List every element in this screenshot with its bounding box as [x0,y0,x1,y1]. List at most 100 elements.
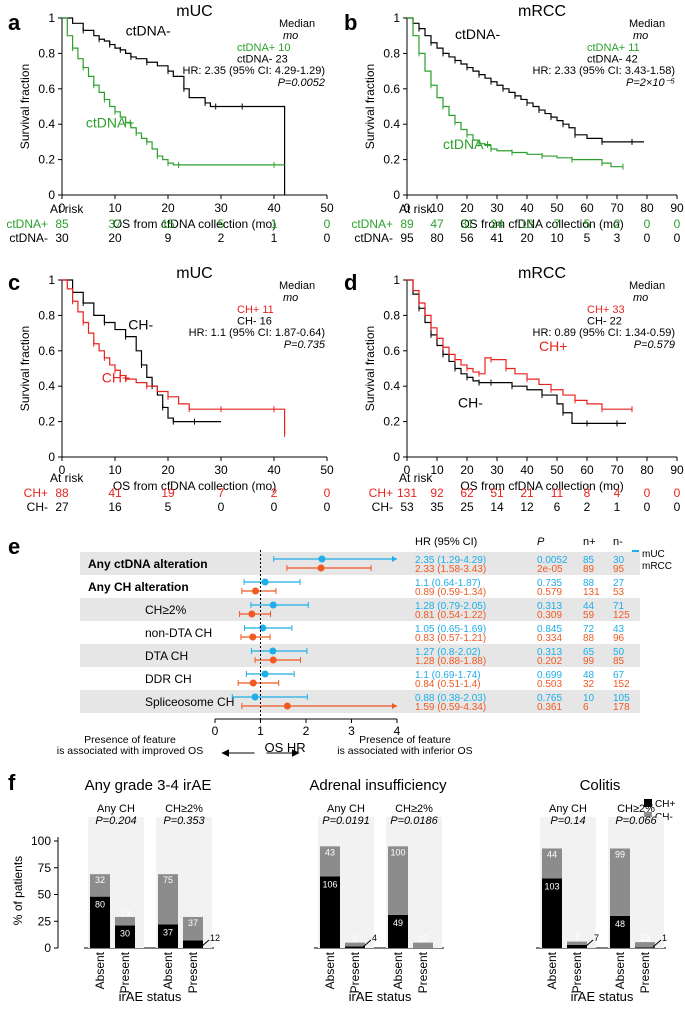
panel-letter-e: e [8,534,20,559]
at-risk-count: 5 [218,217,225,231]
x-tick-label: 80 [640,201,654,215]
hr-point [249,633,257,641]
category-label: Present [570,951,584,993]
at-risk-count: 53 [400,500,414,514]
forest-row-label: non-DTA CH [145,626,212,640]
at-risk-count: 85 [55,217,69,231]
note-right-2: is associated with inferior OS [337,745,472,757]
n-negative: 178 [613,702,630,713]
hr-ci-text: 0.83 (0.57-1.21) [415,633,486,644]
at-risk-count: 47 [430,217,444,231]
leader-line [362,939,372,948]
subgroup-p: P=0.0191 [322,815,369,827]
bar-segment-ch-positive [542,878,562,948]
ci-arrow [392,703,397,709]
at-risk-count: 0 [644,217,651,231]
n-positive: 6 [583,702,589,713]
hr-point [259,624,267,632]
bar-label-ch-negative: 37 [188,918,198,928]
legend-label: CH+ [655,799,675,810]
median-value: ctDNA- 42 [587,54,638,66]
at-risk-count: 9 [165,231,172,245]
at-risk-count: 5 [584,217,591,231]
at-risk-count: 3 [614,231,621,245]
bar-label-ch-positive: 4 [372,933,377,943]
forest-header-p: P [537,536,545,548]
hr-ci-text: 1.05 (0.65-1.69) [415,624,486,635]
n-negative: 85 [613,656,625,667]
x-tick-label: 20 [161,463,175,477]
hr-point [269,647,277,655]
subgroup-name: Any CH [549,803,587,815]
bar-segment-ch-negative [635,942,655,948]
at-risk-count: 2 [218,231,225,245]
p-value: P=0.735 [284,339,326,351]
hr-ci-text: 0.81 (0.54-1.22) [415,610,486,621]
x-tick-label: 10 [108,201,122,215]
chart-title: mUC [176,265,212,282]
at-risk-count: 27 [55,500,69,514]
series-label: CH+ [102,370,130,386]
at-risk-count: 1 [614,500,621,514]
at-risk-count: 19 [161,486,175,500]
series-label: CH- [458,394,483,410]
n-positive: 89 [583,564,595,575]
at-risk-count: 56 [460,231,474,245]
km-curve-ctDNA+ [62,17,285,166]
x-axis-label: OS from cfDNA collection (mo) [460,217,623,231]
n-positive: 44 [583,601,595,612]
group-title: Colitis [580,777,621,794]
chart-title: mRCC [518,265,566,282]
km-curve-CH- [407,279,626,424]
at-risk-count: 21 [520,486,534,500]
x-tick-label: 0 [404,201,411,215]
at-risk-count: 37 [108,217,122,231]
bar-label-ch-positive: 48 [615,919,625,929]
series-label: CH+ [539,338,567,354]
p-value-text: 0.579 [537,587,562,598]
at-risk-count: 51 [490,486,504,500]
at-risk-count: 31 [460,217,474,231]
forest-row-band [80,598,640,621]
forest-header-npos: n+ [583,536,596,548]
n-positive: 65 [583,647,595,658]
category-label: Present [348,951,362,993]
category-label: Absent [93,951,107,989]
x-tick-label: 40 [267,463,281,477]
bar-label-ch-positive: 7 [594,933,599,943]
x-axis-label: irAE status [349,989,412,1004]
series-label: ctDNA+ [443,136,492,152]
at-risk-count: 2 [614,217,621,231]
bar-segment-ch-positive [183,940,203,948]
median-title: Median [629,280,665,292]
bar-segment-ch-positive [90,896,110,948]
at-risk-count: 62 [460,486,474,500]
forest-row-label: Any CH alteration [88,580,189,594]
category-label: Absent [613,951,627,989]
x-tick-label: 90 [670,201,684,215]
panel-letter-b: b [344,10,357,35]
category-label: Absent [545,951,559,989]
x-tick-label: 20 [460,463,474,477]
forest-row-band [80,552,640,575]
n-positive: 85 [583,555,595,566]
series-label: CH- [128,317,153,333]
bar-label-ch-positive: 49 [393,918,403,928]
category-label: Present [416,951,430,993]
at-risk-count: 88 [55,486,69,500]
hr-point [261,670,269,678]
note-left-1: Presence of feature [84,734,176,746]
median-unit: mo [283,292,298,304]
bar-label-ch-positive: 30 [120,929,130,939]
at-risk-header: At risk [399,471,433,485]
n-negative: 105 [613,693,630,704]
group-title: Any grade 3-4 irAE [85,777,212,794]
forest-row-label: Spliceosome CH [145,695,234,709]
at-risk-count: 5 [584,231,591,245]
n-negative: 30 [613,555,625,566]
hr-ci-text: 2.33 (1.58-3.43) [415,564,486,575]
y-axis-label: Survival fraction [18,326,32,411]
at-risk-count: 0 [674,486,681,500]
hr-ci-text: 0.84 (0.51-1.4) [415,679,481,690]
p-value-text: 0.334 [537,633,562,644]
